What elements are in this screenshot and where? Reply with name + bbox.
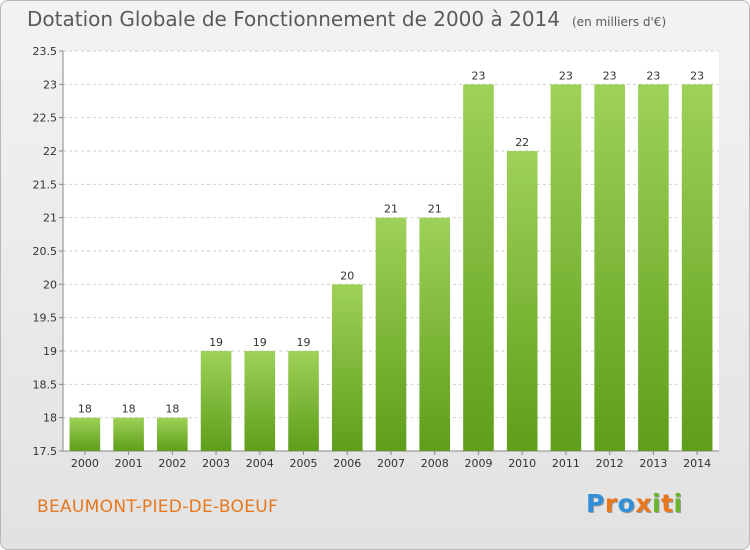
bar bbox=[638, 84, 669, 451]
bar-value-label: 19 bbox=[209, 336, 223, 349]
bar bbox=[244, 351, 276, 451]
bar bbox=[69, 417, 101, 451]
x-tick-label: 2004 bbox=[246, 457, 274, 470]
y-tick-label: 20 bbox=[43, 278, 57, 291]
y-tick-label: 19.5 bbox=[33, 312, 58, 325]
bar bbox=[200, 351, 232, 451]
bar bbox=[419, 217, 451, 451]
y-tick-label: 22 bbox=[43, 145, 57, 158]
logo-letter: o bbox=[617, 489, 636, 518]
bar-value-label: 18 bbox=[122, 403, 136, 416]
bar-value-label: 19 bbox=[253, 336, 267, 349]
x-tick-label: 2005 bbox=[290, 457, 318, 470]
y-tick-label: 19 bbox=[43, 345, 57, 358]
bar-value-label: 22 bbox=[515, 136, 529, 149]
y-tick-label: 23.5 bbox=[33, 45, 58, 58]
logo-letter: P bbox=[586, 489, 605, 518]
logo-letter: r bbox=[604, 489, 618, 518]
logo-letter: x bbox=[635, 489, 652, 518]
x-tick-label: 2006 bbox=[333, 457, 361, 470]
bar bbox=[463, 84, 494, 451]
logo-letter: i bbox=[652, 489, 662, 518]
bar-value-label: 18 bbox=[78, 403, 92, 416]
x-tick-label: 2002 bbox=[158, 457, 186, 470]
y-tick-label: 20.5 bbox=[33, 245, 58, 258]
bar bbox=[681, 84, 713, 451]
x-tick-label: 2011 bbox=[552, 457, 580, 470]
x-tick-label: 2007 bbox=[377, 457, 405, 470]
y-tick-label: 23 bbox=[43, 78, 57, 91]
proxiti-logo[interactable]: Proxiti bbox=[586, 489, 683, 518]
bar-value-label: 23 bbox=[646, 69, 660, 82]
x-tick-label: 2012 bbox=[596, 457, 624, 470]
bar bbox=[375, 217, 407, 451]
bar-value-label: 21 bbox=[428, 203, 442, 216]
x-tick-label: 2013 bbox=[639, 457, 667, 470]
y-tick-label: 17.5 bbox=[33, 445, 58, 458]
x-tick-label: 2003 bbox=[202, 457, 230, 470]
bar-value-label: 23 bbox=[471, 69, 485, 82]
bar bbox=[550, 84, 582, 451]
bar-value-label: 19 bbox=[297, 336, 311, 349]
logo-letter: t bbox=[661, 489, 674, 518]
bar bbox=[288, 351, 319, 451]
x-tick-label: 2001 bbox=[115, 457, 143, 470]
x-tick-label: 2000 bbox=[71, 457, 99, 470]
y-tick-label: 21.5 bbox=[33, 178, 58, 191]
x-tick-label: 2009 bbox=[464, 457, 492, 470]
chart-title: Dotation Globale de Fonctionnement de 20… bbox=[27, 7, 666, 31]
chart-unit: (en milliers d'€) bbox=[572, 15, 667, 29]
bar bbox=[157, 417, 188, 451]
bar-value-label: 20 bbox=[340, 269, 354, 282]
x-tick-label: 2010 bbox=[508, 457, 536, 470]
logo-letter: i bbox=[673, 489, 683, 518]
bar-value-label: 18 bbox=[165, 403, 179, 416]
bar bbox=[331, 284, 363, 451]
bar bbox=[594, 84, 625, 451]
commune-name: BEAUMONT-PIED-DE-BOEUF bbox=[37, 497, 279, 517]
bar bbox=[113, 417, 144, 451]
y-tick-label: 21 bbox=[43, 212, 57, 225]
bar-value-label: 21 bbox=[384, 203, 398, 216]
y-tick-label: 18.5 bbox=[33, 378, 58, 391]
x-tick-label: 2008 bbox=[421, 457, 449, 470]
bar-value-label: 23 bbox=[559, 69, 573, 82]
bar-value-label: 23 bbox=[603, 69, 617, 82]
y-tick-label: 22.5 bbox=[33, 112, 58, 125]
chart-title-text: Dotation Globale de Fonctionnement de 20… bbox=[27, 7, 560, 31]
x-tick-label: 2014 bbox=[683, 457, 711, 470]
y-tick-label: 18 bbox=[43, 412, 57, 425]
bar-value-label: 23 bbox=[690, 69, 704, 82]
bar bbox=[506, 151, 538, 451]
